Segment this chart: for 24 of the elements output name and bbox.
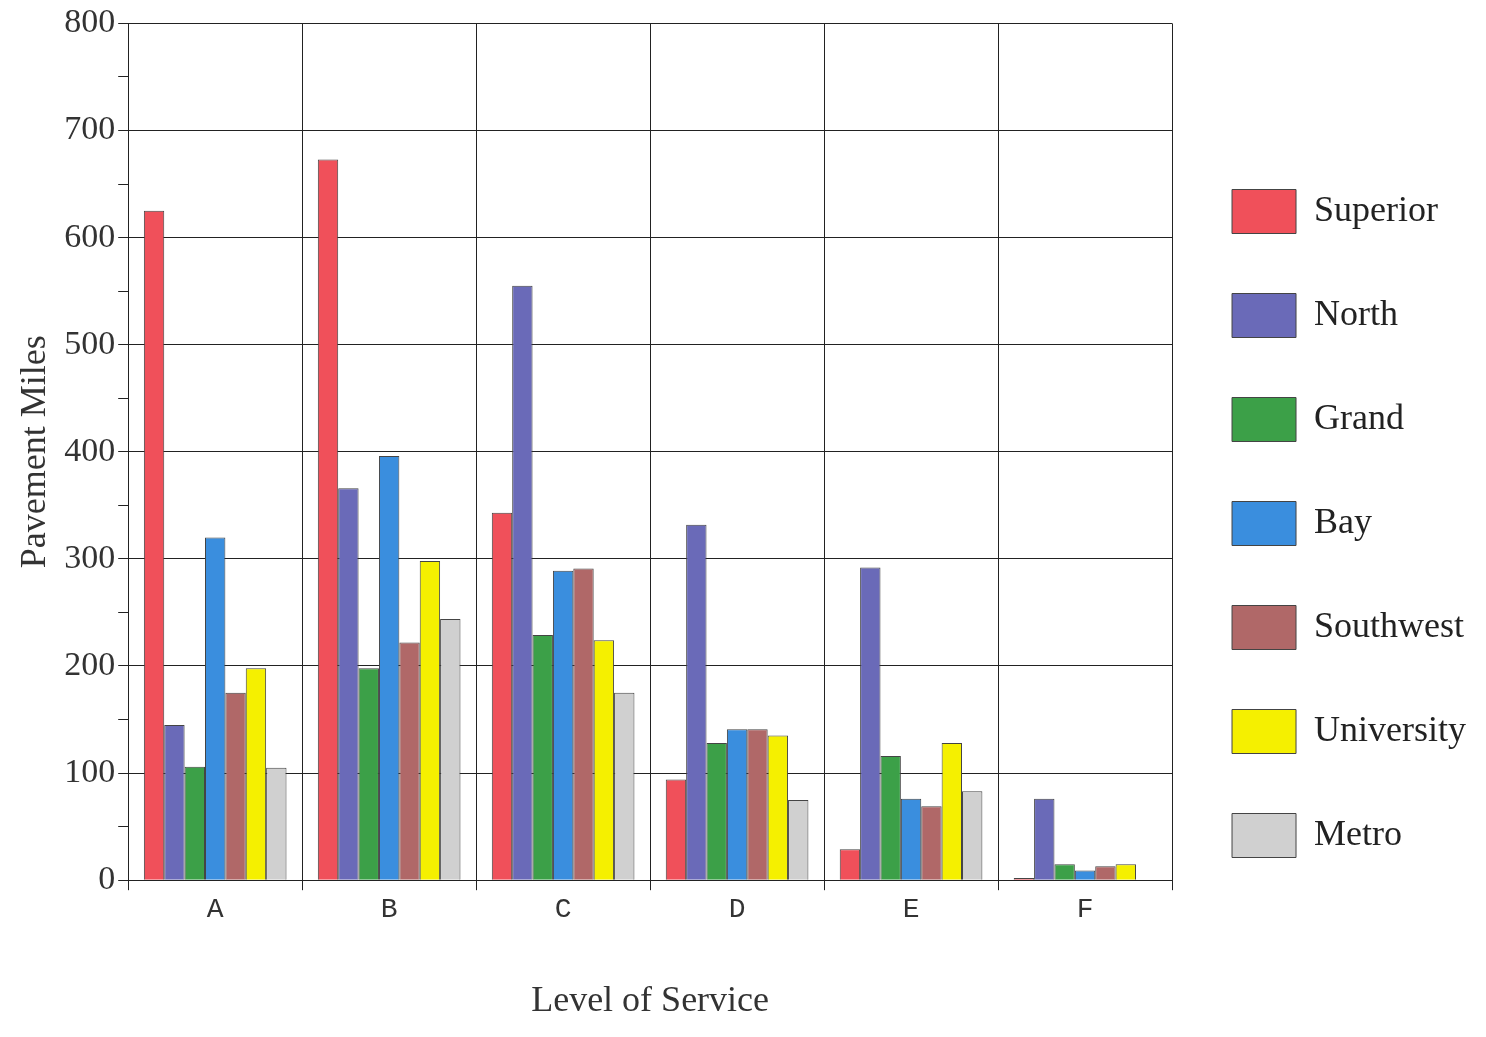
y-axis-title: Pavement Miles xyxy=(13,335,54,569)
legend-label: Grand xyxy=(1314,396,1404,437)
x-tick-label: D xyxy=(728,894,746,926)
y-tick-label: 800 xyxy=(64,2,116,40)
x-tick-label: E xyxy=(902,894,920,926)
y-tick-label: 600 xyxy=(64,216,116,254)
legend-label: Metro xyxy=(1314,812,1402,853)
y-tick-label: 500 xyxy=(64,323,116,361)
legend-label: Superior xyxy=(1314,188,1439,229)
x-axis-title: Level of Service xyxy=(531,978,770,1019)
x-tick-label: A xyxy=(206,894,224,926)
y-tick-label: 700 xyxy=(64,109,116,147)
y-tick-label: 100 xyxy=(64,752,116,790)
x-tick-label: C xyxy=(554,894,572,926)
x-tick-label: F xyxy=(1076,894,1094,926)
legend-label: Southwest xyxy=(1314,604,1465,645)
y-tick-label: 0 xyxy=(98,859,116,897)
legend-label: North xyxy=(1314,292,1399,333)
y-tick-label: 300 xyxy=(64,537,116,575)
legend-label: University xyxy=(1314,708,1466,749)
y-tick-label: 400 xyxy=(64,430,116,468)
y-tick-label: 200 xyxy=(64,644,116,682)
legend-label: Bay xyxy=(1314,500,1373,541)
x-tick-label: B xyxy=(380,894,398,926)
